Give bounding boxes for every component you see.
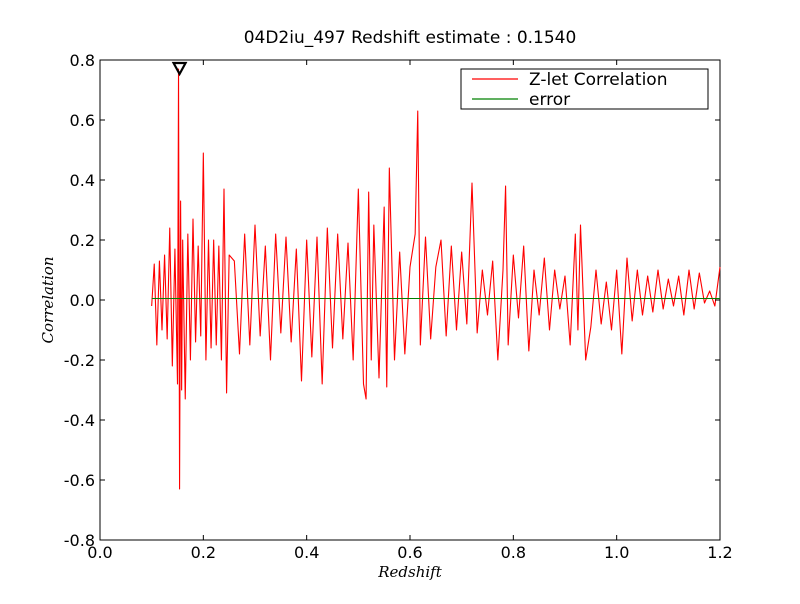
peak-marker <box>171 61 188 77</box>
y-tick-label: -0.2 <box>64 351 95 370</box>
marker-layer <box>171 61 188 77</box>
x-tick-label: 0.2 <box>191 543 216 562</box>
series-line-0 <box>151 68 721 490</box>
x-tick-label: 0.4 <box>294 543 319 562</box>
x-tick-label: 0.6 <box>397 543 422 562</box>
y-tick-label: 0.2 <box>70 231 95 250</box>
y-tick-label: 0.4 <box>70 171 95 190</box>
x-tick-label: 0.0 <box>87 543 112 562</box>
y-tick-label: -0.8 <box>64 531 95 550</box>
chart-title: 04D2iu_497 Redshift estimate : 0.1540 <box>244 28 577 48</box>
y-tick-label: -0.6 <box>64 471 95 490</box>
x-tick-label: 0.8 <box>501 543 526 562</box>
y-tick-label: 0.8 <box>70 51 95 70</box>
legend-label-correlation: Z-let Correlation <box>529 70 667 90</box>
plot-area: 0.0 0.2 0.4 0.6 0.8 1.0 1.2 0.8 0.6 0.4 0.2 0.0 -0.2… <box>64 51 733 562</box>
y-tick-label: 0.0 <box>70 291 95 310</box>
series-layer <box>151 68 721 490</box>
x-axis-label: Redshift <box>377 563 442 581</box>
legend-box <box>460 68 709 110</box>
y-tick-label: -0.4 <box>64 411 95 430</box>
legend-label-error: error <box>529 90 570 110</box>
x-tick-label: 1.2 <box>707 543 732 562</box>
ticks-layer: 0.0 0.2 0.4 0.6 0.8 1.0 1.2 0.8 0.6 0.4 0.2 0.0 -0.2… <box>64 51 733 562</box>
y-tick-label: 0.6 <box>70 111 95 130</box>
legend: Z-let Correlation error <box>460 68 709 110</box>
x-tick-label: 1.0 <box>604 543 629 562</box>
y-axis-label: Correlation <box>39 257 57 344</box>
axes-frame <box>99 59 721 541</box>
